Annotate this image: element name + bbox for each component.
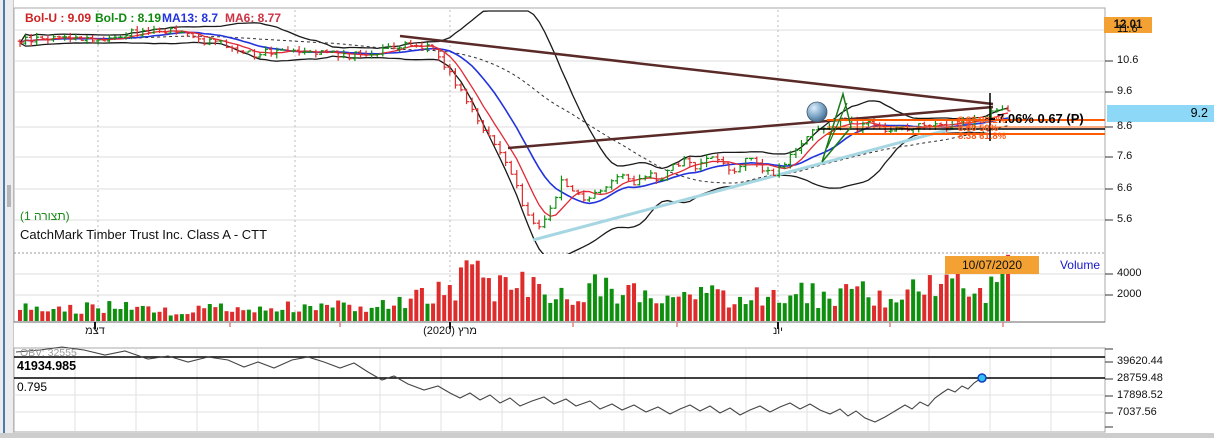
- price-tick-label: 7.6: [1117, 150, 1133, 162]
- price-tick-label: 2000: [1117, 288, 1142, 300]
- current-price-value: 9.2: [1190, 106, 1208, 120]
- obv-indicator-label[interactable]: OBV: 32555: [20, 347, 77, 359]
- month-label: דצמ: [85, 325, 105, 337]
- fib-level-61: 8.38 61.8%: [958, 131, 1007, 142]
- price-tick-label: 10.6: [1117, 54, 1139, 66]
- month-label: מרץ (2020): [423, 325, 477, 337]
- obv-tick-label: 28759.48: [1117, 372, 1163, 384]
- month-label: יונ: [773, 325, 783, 337]
- price-tick-label: 8.6: [1117, 120, 1133, 132]
- obv-tick-label: 7037.56: [1117, 406, 1157, 418]
- fib-level-50: 8.60 50%: [958, 123, 999, 134]
- splitter-drag-handle[interactable]: [7, 185, 11, 207]
- price-tick-label: 5.6: [1117, 213, 1133, 225]
- legend-bollinger-lower[interactable]: Bol-D : 8.19: [95, 11, 162, 25]
- price-tick-label: 4000: [1117, 267, 1142, 279]
- sphere-marker: [806, 101, 828, 123]
- period-high-badge: 12.01: [1104, 17, 1152, 33]
- obv-tick-label: 39620.44: [1117, 355, 1163, 367]
- window-bottom-edge: [0, 433, 1214, 438]
- obv-tick-label: 17898.52: [1117, 389, 1163, 401]
- price-tick-label: 11.6: [1117, 23, 1138, 35]
- fib-level-38: 8.82 38.2%: [958, 115, 1007, 126]
- obv-level-value-2: 0.795: [17, 380, 48, 394]
- price-change-annotation: 7.06% 0.67 (P): [997, 111, 1084, 126]
- instrument-title: CatchMark Timber Trust Inc. Class A - CT…: [20, 227, 268, 242]
- obv-level-value-1: 41934.985: [17, 359, 77, 373]
- figure-annotation-label: (תצורה 1): [20, 209, 70, 223]
- splitter-accent-line: [3, 0, 5, 438]
- price-tick-label: 6.6: [1117, 182, 1133, 194]
- legend-ma13[interactable]: MA13: 8.7: [162, 11, 219, 25]
- volume-legend-label[interactable]: Volume: [1059, 258, 1100, 272]
- legend-bollinger-upper[interactable]: Bol-U : 9.09: [25, 11, 92, 25]
- price-tick-label: 9.6: [1117, 85, 1133, 97]
- current-price-badge: 9.2: [1107, 105, 1214, 122]
- legend-ma6[interactable]: MA6: 8.77: [225, 11, 282, 25]
- last-date-badge: 10/07/2020: [945, 256, 1039, 274]
